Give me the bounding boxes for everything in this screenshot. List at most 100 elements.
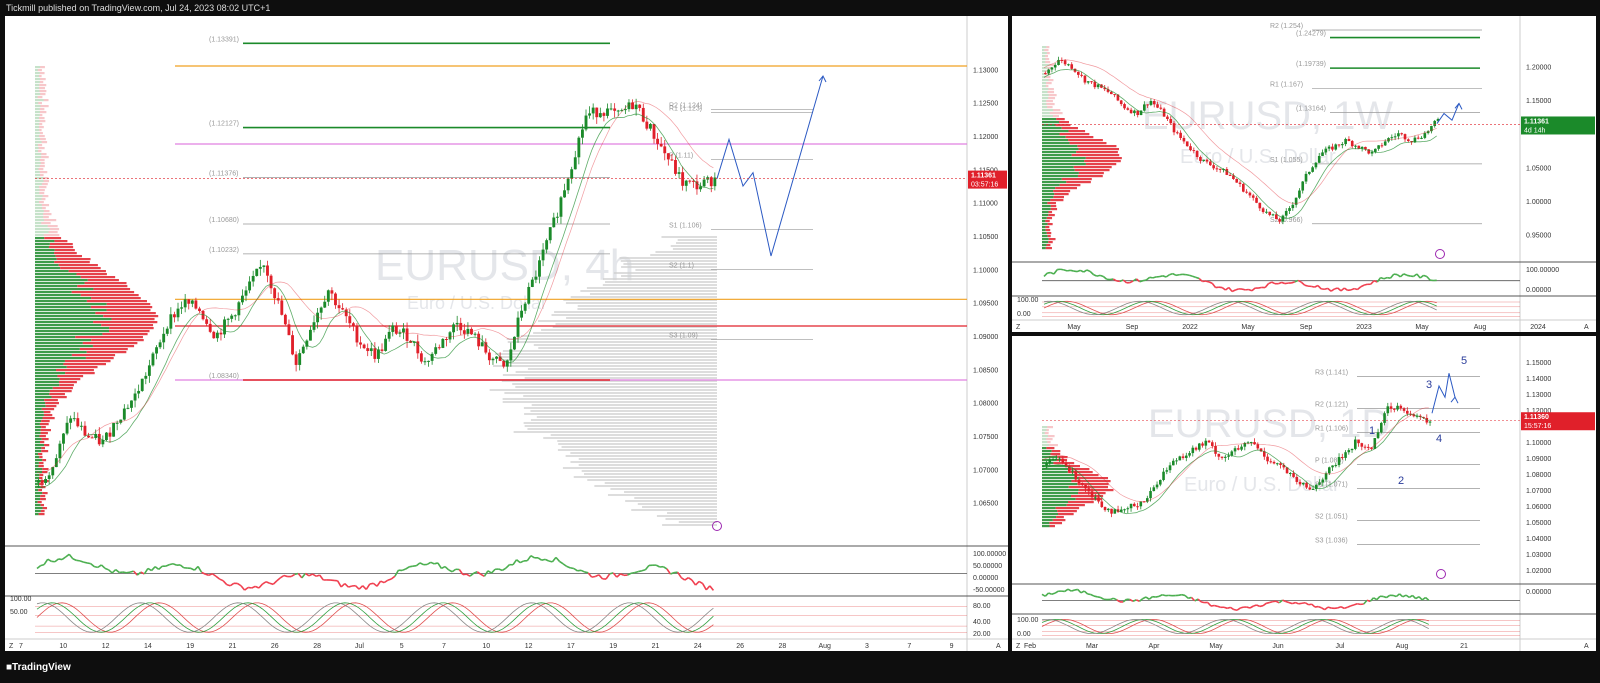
candle-body bbox=[1426, 131, 1430, 134]
candle-body bbox=[1402, 408, 1406, 411]
volume-bar-buy bbox=[35, 159, 40, 162]
osc-segment bbox=[1380, 276, 1385, 280]
volume-bar-sell bbox=[38, 453, 43, 456]
candle-body bbox=[1159, 107, 1163, 109]
volume-bar-sell bbox=[43, 234, 60, 237]
volume-bar-buy bbox=[1042, 477, 1080, 480]
osc-segment bbox=[1398, 593, 1404, 598]
stoch-line bbox=[1043, 300, 1437, 316]
candle-body bbox=[1139, 110, 1143, 116]
osc-segment bbox=[219, 578, 224, 582]
session-volume-bar bbox=[676, 242, 717, 244]
time-tick: 17 bbox=[567, 643, 575, 650]
candle-body bbox=[251, 275, 255, 282]
volume-bar-sell bbox=[44, 237, 62, 240]
volume-bar-buy bbox=[35, 435, 40, 438]
chart-1d[interactable]: EURUSD, 1D Euro / U.S. Dollar R3 (1.141)… bbox=[1012, 336, 1596, 651]
session-volume-bar bbox=[527, 368, 717, 370]
osc-segment bbox=[1083, 269, 1088, 273]
osc-segment bbox=[562, 563, 568, 568]
volume-bar-sell bbox=[39, 135, 45, 138]
candle-body bbox=[1413, 137, 1417, 143]
volume-bar-sell bbox=[1046, 52, 1050, 55]
elliott-wave-label-5: 5 bbox=[1461, 355, 1467, 367]
level-label: (1.11376) bbox=[209, 171, 238, 178]
svg-4h: (1.13391)(1.12127)(1.11376)(1.10680)(1.1… bbox=[5, 16, 1008, 651]
volume-bar-sell bbox=[1068, 130, 1086, 133]
osc-segment bbox=[1298, 602, 1303, 605]
candle-body bbox=[377, 349, 380, 359]
stoch-tick: 80.00 bbox=[973, 603, 991, 610]
candle-body bbox=[47, 475, 51, 479]
volume-bar-sell bbox=[41, 156, 49, 159]
osc-segment bbox=[1256, 604, 1261, 608]
volume-bar-sell bbox=[1078, 489, 1114, 492]
osc-segment bbox=[94, 565, 99, 569]
candle-body bbox=[1294, 197, 1298, 205]
volume-bar-sell bbox=[60, 267, 101, 270]
volume-bar-sell bbox=[1052, 115, 1059, 118]
candle-body bbox=[681, 172, 685, 186]
candle-body bbox=[309, 329, 312, 341]
osc-segment bbox=[1292, 601, 1296, 605]
volume-bar-buy bbox=[1042, 238, 1049, 241]
candle-body bbox=[437, 347, 441, 349]
candle-body bbox=[513, 336, 516, 350]
volume-bar-buy bbox=[35, 258, 57, 261]
osc-segment bbox=[1240, 606, 1244, 609]
candle-body bbox=[1126, 508, 1130, 510]
candle-body bbox=[1166, 116, 1169, 119]
candle-body bbox=[1047, 69, 1050, 74]
candle-body bbox=[402, 328, 405, 333]
volume-bar-buy bbox=[1042, 438, 1047, 441]
osc-segment bbox=[1112, 278, 1117, 282]
volume-bar-sell bbox=[1075, 474, 1099, 477]
time-tick: 21 bbox=[1460, 643, 1468, 650]
candle-body bbox=[1149, 491, 1152, 499]
time-tick: 21 bbox=[652, 643, 660, 650]
candle-body bbox=[1172, 123, 1176, 133]
volume-bar-sell bbox=[1084, 160, 1121, 163]
volume-bar-buy bbox=[1042, 190, 1054, 193]
volume-bar-sell bbox=[55, 255, 82, 258]
osc-segment bbox=[222, 580, 228, 586]
resistance-line bbox=[1043, 59, 1437, 204]
osc-segment bbox=[1060, 268, 1064, 271]
chart-1w[interactable]: EURUSD, 1W Euro / U.S. Dollar R2 (1.254)… bbox=[1012, 16, 1596, 332]
osc-segment bbox=[1047, 271, 1051, 274]
candle-body bbox=[151, 353, 155, 366]
candle-body bbox=[1363, 446, 1367, 448]
volume-bar-sell bbox=[41, 438, 49, 441]
volume-bar-sell bbox=[56, 369, 94, 372]
session-volume-bar bbox=[573, 476, 717, 478]
candle-body bbox=[1077, 71, 1080, 75]
time-tick: 5 bbox=[400, 643, 404, 650]
volume-bar-sell bbox=[39, 114, 43, 117]
session-volume-bar bbox=[610, 488, 717, 490]
osc-segment bbox=[290, 573, 296, 578]
volume-bar-sell bbox=[1047, 106, 1053, 109]
volume-bar-buy bbox=[35, 324, 102, 327]
volume-bar-buy bbox=[35, 354, 72, 357]
volume-bar-sell bbox=[93, 321, 158, 324]
candle-body bbox=[1215, 168, 1219, 170]
chart-4h[interactable]: EURUSD, 4h Euro / U.S. Dollar (1.13391)(… bbox=[5, 16, 1008, 651]
volume-bar-sell bbox=[39, 165, 45, 168]
osc-segment bbox=[466, 573, 471, 577]
candle-body bbox=[1242, 184, 1245, 192]
volume-bar-sell bbox=[42, 459, 47, 462]
volume-bar-sell bbox=[71, 291, 135, 294]
support-line bbox=[36, 113, 714, 489]
candle-body bbox=[1133, 503, 1136, 507]
volume-bar-sell bbox=[1071, 154, 1120, 157]
osc-segment bbox=[383, 579, 389, 584]
session-volume-bar bbox=[563, 299, 717, 301]
candle-body bbox=[1110, 508, 1113, 514]
candle-body bbox=[319, 307, 323, 313]
osc-segment bbox=[294, 572, 299, 576]
osc-segment bbox=[394, 569, 400, 577]
osc-segment bbox=[1373, 597, 1378, 601]
candle-body bbox=[588, 113, 592, 116]
volume-bar-sell bbox=[52, 387, 73, 390]
volume-bar-sell bbox=[101, 324, 154, 327]
